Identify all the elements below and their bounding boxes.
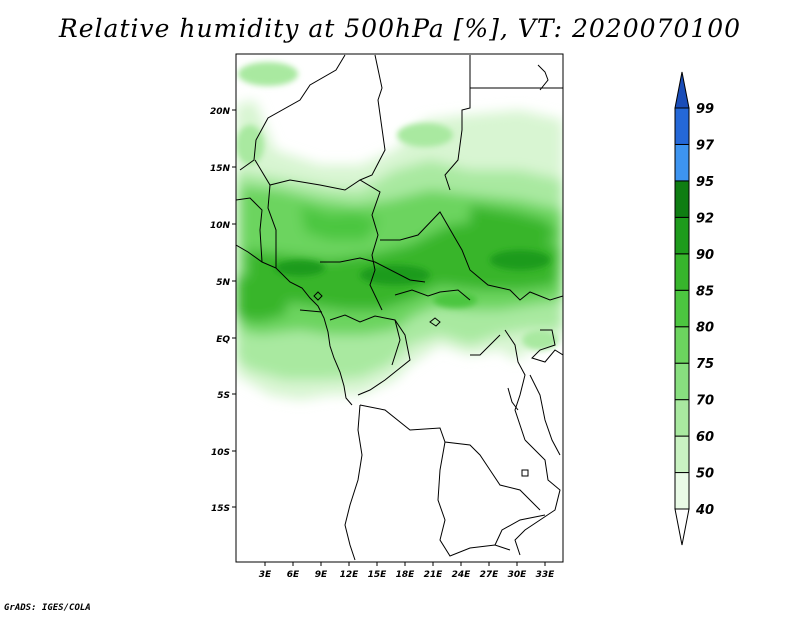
colorbar-low-triangle (674, 508, 690, 546)
colorbar-label: 40 (695, 503, 714, 518)
svg-text:33E: 33E (536, 570, 556, 580)
colorbar-label: 85 (696, 284, 714, 299)
colorbar-label: 50 (696, 467, 714, 482)
colorbar-segment (674, 472, 690, 510)
colorbar-segment (674, 143, 690, 182)
lat-tick: 20N (210, 107, 236, 117)
lon-tick: 27E (480, 562, 500, 580)
colorbar-segment (674, 253, 690, 291)
svg-text:9E: 9E (315, 570, 328, 580)
lon-tick: 6E (287, 562, 300, 580)
svg-text:18E: 18E (396, 570, 416, 580)
lon-axis: 3E 6E 9E 12E 15E 18E 21E 24E 27E 30E 33E (259, 562, 555, 580)
colorbar-label: 60 (696, 430, 714, 445)
svg-text:21E: 21E (424, 570, 444, 580)
lon-tick: 18E (396, 562, 416, 580)
lat-tick: 5N (216, 278, 236, 288)
lon-tick: 9E (315, 562, 328, 580)
colorbar-label: 80 (696, 321, 714, 336)
lat-tick: 15N (210, 164, 236, 174)
colorbar-high-triangle (674, 71, 690, 109)
svg-text:27E: 27E (480, 570, 500, 580)
colorbar-label: 90 (696, 248, 714, 263)
chart-title: Relative humidity at 500hPa [%], VT: 202… (58, 14, 742, 43)
lon-tick: 3E (259, 562, 272, 580)
colorbar-segment (674, 289, 690, 328)
lon-tick: 33E (536, 562, 556, 580)
lat-tick: EQ (216, 335, 236, 345)
svg-text:15S: 15S (211, 504, 230, 514)
lat-tick: 5S (217, 391, 236, 401)
lat-tick: 10N (210, 221, 236, 231)
svg-text:3E: 3E (259, 570, 272, 580)
svg-text:30E: 30E (508, 570, 528, 580)
lat-tick: 10S (211, 448, 236, 458)
lon-tick: 24E (452, 562, 472, 580)
svg-text:6E: 6E (287, 570, 300, 580)
colorbar-segment (674, 216, 690, 255)
lon-tick: 21E (424, 562, 444, 580)
svg-text:5S: 5S (217, 391, 230, 401)
colorbar-segment (674, 107, 690, 145)
svg-text:20N: 20N (210, 107, 231, 117)
colorbar-segment (674, 326, 690, 364)
lat-tick: 15S (211, 504, 236, 514)
colorbar-segment (674, 180, 690, 218)
svg-text:15E: 15E (368, 570, 388, 580)
svg-text:10S: 10S (211, 448, 230, 458)
map-frame (235, 53, 564, 563)
lon-tick: 12E (340, 562, 360, 580)
lon-tick: 15E (368, 562, 388, 580)
svg-text:EQ: EQ (216, 335, 230, 345)
country-borders (236, 54, 563, 561)
svg-text:5N: 5N (216, 278, 230, 288)
colorbar-segment (674, 435, 690, 474)
svg-text:12E: 12E (340, 570, 360, 580)
colorbar-segment (674, 399, 690, 437)
colorbar-label: 97 (696, 138, 715, 153)
lat-axis: 20N 15N 10N 5N EQ 5S 10S 15S (210, 107, 236, 514)
colorbar-label: 92 (696, 211, 714, 226)
colorbar: 40 50 60 70 75 80 85 90 92 95 97 99 (674, 71, 715, 546)
svg-text:15N: 15N (210, 164, 231, 174)
colorbar-label: 75 (696, 357, 714, 372)
lon-tick: 30E (508, 562, 528, 580)
colorbar-label: 95 (696, 175, 714, 190)
colorbar-label: 70 (696, 394, 714, 409)
humidity-shading (236, 62, 563, 400)
colorbar-segment (674, 362, 690, 401)
credit-text: GrADS: IGES/COLA (4, 603, 91, 613)
svg-text:24E: 24E (452, 570, 472, 580)
svg-text:10N: 10N (210, 221, 231, 231)
colorbar-label: 99 (696, 102, 714, 117)
